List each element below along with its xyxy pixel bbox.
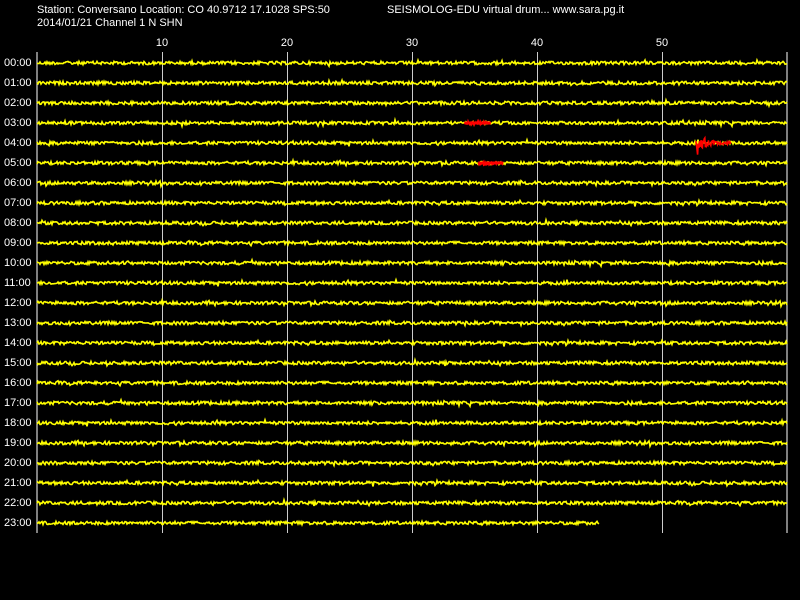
hour-label: 03:00 bbox=[4, 117, 32, 129]
hour-label: 08:00 bbox=[4, 217, 32, 229]
trace-row-0700 bbox=[36, 197, 788, 208]
trace-row-1800 bbox=[36, 417, 788, 427]
hour-label: 13:00 bbox=[4, 317, 32, 329]
event-trace-0400 bbox=[695, 135, 732, 155]
trace-row-1300 bbox=[36, 318, 788, 328]
trace-row-1000 bbox=[36, 257, 788, 269]
trace-row-0600 bbox=[36, 178, 788, 189]
trace-row-1100 bbox=[36, 277, 788, 287]
hour-label: 19:00 bbox=[4, 437, 32, 449]
station-info: Station: Conversano Location: CO 40.9712… bbox=[37, 4, 330, 16]
trace-row-0500 bbox=[36, 157, 788, 168]
hour-label: 14:00 bbox=[4, 337, 32, 349]
trace-row-1900 bbox=[36, 438, 788, 449]
trace-row-0800 bbox=[36, 216, 788, 228]
hour-label: 22:00 bbox=[4, 497, 32, 509]
trace-row-1600 bbox=[36, 378, 787, 388]
hour-label: 23:00 bbox=[4, 517, 32, 529]
trace-row-0100 bbox=[36, 77, 788, 88]
brand-title: SEISMOLOG-EDU virtual drum... www.sara.p… bbox=[387, 4, 625, 16]
trace-row-1700 bbox=[36, 397, 788, 409]
hour-label: 06:00 bbox=[4, 177, 32, 189]
hour-label: 12:00 bbox=[4, 297, 32, 309]
hour-label: 07:00 bbox=[4, 197, 32, 209]
minute-tick-label: 30 bbox=[405, 37, 419, 49]
minute-tick-label: 20 bbox=[280, 37, 294, 49]
hour-label: 05:00 bbox=[4, 157, 32, 169]
date-channel-info: 2014/01/21 Channel 1 N SHN bbox=[37, 17, 183, 29]
trace-row-0000 bbox=[36, 57, 788, 69]
hour-label: 15:00 bbox=[4, 357, 32, 369]
hour-label: 04:00 bbox=[4, 137, 32, 149]
trace-row-0300 bbox=[36, 116, 788, 130]
minute-tick-label: 50 bbox=[655, 37, 669, 49]
hour-label: 02:00 bbox=[4, 97, 32, 109]
trace-row-0200 bbox=[36, 97, 788, 109]
hour-label: 18:00 bbox=[4, 417, 32, 429]
trace-row-2300 bbox=[36, 518, 600, 527]
hour-label: 21:00 bbox=[4, 477, 32, 489]
trace-row-2200 bbox=[36, 496, 787, 508]
trace-row-2000 bbox=[36, 458, 788, 468]
minute-tick-label: 40 bbox=[530, 37, 544, 49]
hour-label: 09:00 bbox=[4, 237, 32, 249]
trace-row-0900 bbox=[36, 238, 788, 248]
trace-row-1400 bbox=[36, 337, 788, 348]
trace-row-0400 bbox=[36, 137, 788, 148]
hour-label: 11:00 bbox=[4, 277, 31, 289]
hour-label: 10:00 bbox=[4, 257, 32, 269]
trace-row-1500 bbox=[36, 356, 788, 368]
hour-label: 20:00 bbox=[4, 457, 32, 469]
hour-label: 17:00 bbox=[4, 397, 32, 409]
trace-row-1200 bbox=[36, 297, 788, 309]
hour-label: 01:00 bbox=[4, 77, 32, 89]
hour-label: 00:00 bbox=[4, 57, 32, 69]
hour-label: 16:00 bbox=[4, 377, 32, 389]
minute-tick-label: 10 bbox=[155, 37, 169, 49]
trace-row-2100 bbox=[36, 477, 788, 488]
